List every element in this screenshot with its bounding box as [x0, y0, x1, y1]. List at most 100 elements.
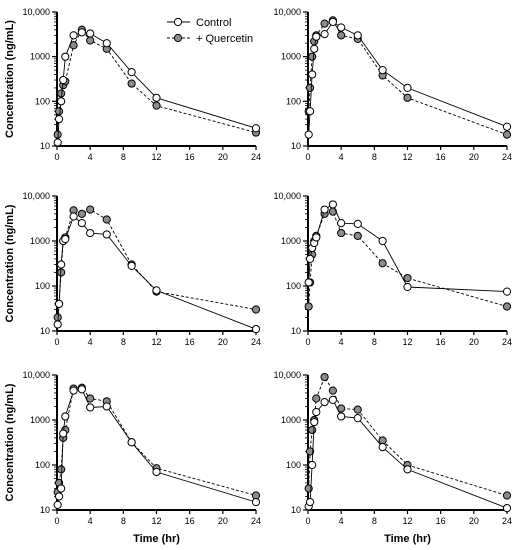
x-tick-label: 24 — [251, 152, 261, 162]
x-tick-label: 0 — [305, 152, 310, 162]
quercetin-data-point — [308, 52, 317, 61]
x-tick-label: 12 — [402, 337, 412, 347]
control-data-point — [353, 31, 362, 40]
quercetin-series-line — [308, 376, 508, 496]
quercetin-data-point — [251, 305, 261, 314]
x-tick-label: 8 — [121, 337, 126, 347]
quercetin-series-line — [308, 19, 508, 136]
quercetin-data-point — [57, 465, 66, 474]
control-data-point — [53, 320, 62, 329]
legend-quercetin-label: + Quercetin — [196, 33, 253, 45]
x-tick-label: 4 — [88, 152, 93, 162]
control-data-point — [61, 235, 70, 244]
legend-quercetin-marker — [173, 33, 183, 43]
control-data-point — [251, 497, 261, 507]
x-tick-label: 24 — [251, 337, 261, 347]
control-data-point — [152, 286, 161, 295]
y-tick-label: 10,000 — [273, 7, 301, 17]
control-data-point — [337, 412, 346, 421]
x-tick-label: 20 — [469, 152, 479, 162]
x-tick-label: 12 — [151, 516, 161, 526]
control-data-point — [320, 205, 329, 214]
control-data-point — [328, 17, 337, 27]
control-data-point — [320, 397, 329, 407]
y-tick-label: 100 — [286, 96, 301, 106]
control-data-point — [378, 66, 387, 75]
control-data-point — [310, 417, 319, 427]
quercetin-data-point — [328, 386, 337, 395]
y-tick-label: 100 — [35, 460, 50, 470]
x-tick-label: 16 — [185, 337, 195, 347]
control-data-point — [328, 395, 337, 404]
control-data-point — [59, 75, 68, 85]
quercetin-data-point — [304, 302, 313, 311]
y-tick-label: 10 — [40, 326, 50, 336]
quercetin-data-point — [403, 93, 412, 102]
control-data-point — [308, 460, 317, 470]
x-tick-label: 20 — [218, 337, 228, 347]
x-tick-label: 0 — [305, 337, 310, 347]
control-data-point — [54, 492, 64, 501]
y-tick-label: 100 — [35, 281, 50, 291]
x-axis-label: Time (hr) — [133, 533, 180, 545]
x-tick-label: 20 — [469, 337, 479, 347]
y-axis-label: Concentration (ng/mL) — [4, 383, 16, 501]
x-tick-label: 0 — [305, 516, 310, 526]
control-series-line — [57, 31, 257, 143]
control-data-point — [305, 107, 315, 116]
control-data-point — [57, 97, 66, 106]
quercetin-data-point — [403, 273, 412, 283]
y-tick-label: 10,000 — [273, 191, 301, 201]
control-data-point — [69, 212, 78, 221]
quercetin-data-point — [102, 215, 111, 224]
control-data-point — [152, 467, 161, 477]
panel-5: 10 100 1000 10,000 0 4 8 12 16 20 24 Concentration … — [4, 370, 261, 545]
control-data-point — [86, 228, 95, 238]
control-data-point — [251, 325, 261, 334]
quercetin-data-point — [502, 491, 512, 500]
y-tick-label: 10,000 — [22, 191, 50, 201]
control-data-point — [57, 484, 66, 493]
control-data-point — [57, 260, 66, 269]
control-data-point — [127, 438, 136, 447]
quercetin-data-point — [312, 394, 321, 403]
y-tick-label: 10,000 — [22, 7, 50, 17]
control-data-point — [320, 30, 329, 39]
x-tick-label: 4 — [339, 516, 344, 526]
x-tick-label: 20 — [469, 516, 479, 526]
control-data-point — [152, 93, 161, 102]
x-tick-label: 8 — [372, 337, 377, 347]
y-tick-label: 100 — [286, 281, 301, 291]
quercetin-data-point — [353, 405, 362, 414]
control-series-line — [308, 399, 508, 509]
quercetin-data-point — [320, 372, 329, 382]
x-tick-label: 16 — [185, 152, 195, 162]
x-tick-label: 4 — [88, 337, 93, 347]
control-data-point — [502, 287, 512, 296]
control-data-point — [77, 28, 86, 37]
x-tick-label: 0 — [54, 516, 59, 526]
y-tick-label: 1000 — [30, 236, 50, 246]
control-data-point — [54, 115, 64, 124]
control-data-point — [77, 218, 86, 228]
panel-3: 10 100 1000 10,000 0 4 8 12 16 20 24 Concentration … — [4, 191, 261, 347]
x-tick-label: 16 — [436, 337, 446, 347]
x-tick-label: 24 — [502, 516, 512, 526]
y-tick-label: 1000 — [281, 236, 301, 246]
y-tick-label: 100 — [35, 96, 50, 106]
control-data-point — [102, 39, 111, 48]
y-tick-label: 10,000 — [273, 370, 301, 380]
x-tick-label: 20 — [218, 516, 228, 526]
control-series-line — [57, 215, 257, 330]
control-data-point — [378, 442, 387, 452]
y-tick-label: 1000 — [30, 52, 50, 62]
control-data-point — [312, 407, 321, 417]
y-axis-label: Concentration (ng/mL) — [4, 204, 16, 322]
y-tick-label: 10 — [291, 505, 301, 515]
x-tick-label: 16 — [185, 516, 195, 526]
control-data-point — [102, 230, 111, 239]
quercetin-data-point — [152, 101, 161, 110]
y-tick-label: 10 — [291, 141, 301, 151]
quercetin-data-point — [378, 259, 387, 268]
x-tick-label: 16 — [436, 152, 446, 162]
